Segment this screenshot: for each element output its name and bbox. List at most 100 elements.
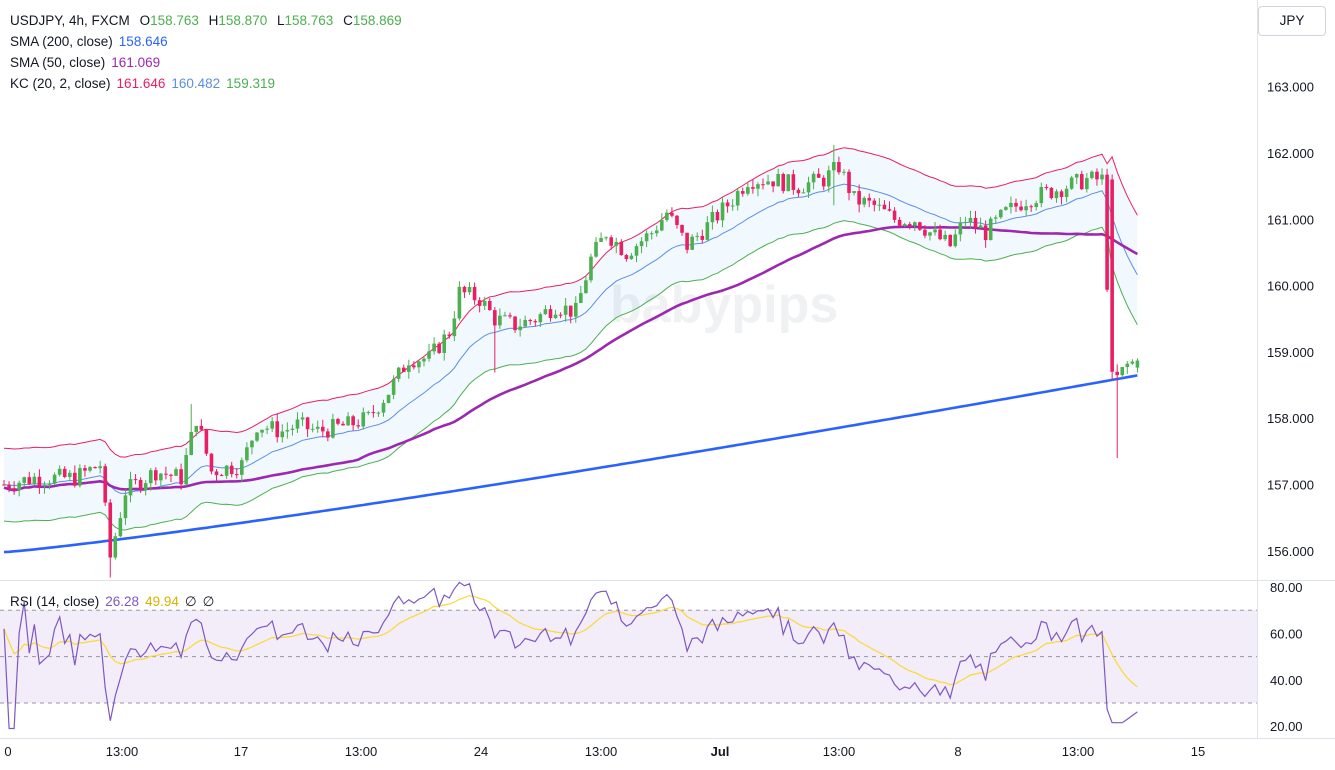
candle <box>229 461 234 478</box>
candle <box>1069 175 1074 190</box>
high-value: 158.870 <box>218 13 268 28</box>
candle-body <box>700 235 705 240</box>
candle <box>1090 170 1094 180</box>
candle <box>584 275 588 294</box>
candle <box>462 285 467 298</box>
candle <box>346 412 350 426</box>
sma50-legend[interactable]: SMA (50, close) 161.069 <box>10 52 166 73</box>
candle <box>1044 184 1049 191</box>
candle-body <box>88 467 92 471</box>
candle-body <box>240 460 244 475</box>
candle <box>42 481 47 494</box>
rsi-legend[interactable]: RSI (14, close) 26.28 49.94 ∅ ∅ <box>10 591 220 612</box>
candle-body <box>756 184 760 189</box>
rsi-line <box>3 581 1138 730</box>
candle-body <box>857 191 861 205</box>
candle-body <box>897 219 902 226</box>
candle-body <box>892 210 897 220</box>
price-tick-label: 157.000 <box>1267 478 1314 493</box>
candle <box>685 232 689 254</box>
candle-body <box>988 218 993 241</box>
candle <box>725 199 730 213</box>
candle <box>427 343 431 362</box>
candle-body <box>78 468 82 486</box>
candle-body <box>644 233 649 242</box>
candle-body <box>913 222 917 226</box>
candle <box>786 174 791 192</box>
candle-body <box>1079 174 1084 190</box>
candle <box>255 432 259 443</box>
candle <box>1024 199 1028 216</box>
candle <box>214 469 219 482</box>
candle <box>407 359 411 379</box>
candle <box>148 468 153 491</box>
price-tick-label: 159.000 <box>1267 345 1314 360</box>
candle <box>487 297 492 311</box>
candle <box>614 237 619 254</box>
candle <box>143 480 148 496</box>
candle-body <box>467 286 472 293</box>
candle-body <box>796 189 801 194</box>
candle-body <box>407 365 411 372</box>
candle-body <box>867 197 872 201</box>
sma200-line <box>3 374 1138 554</box>
candle <box>746 182 750 196</box>
candle-body <box>665 212 669 221</box>
candle-body <box>594 241 598 257</box>
candle-body <box>983 225 988 241</box>
candle-body <box>401 367 406 372</box>
candle-body <box>1069 177 1074 189</box>
candle <box>553 309 558 319</box>
candle <box>103 463 107 507</box>
candle <box>573 296 578 323</box>
candle <box>913 221 917 231</box>
candle-body <box>194 425 199 432</box>
time-tick-label: 17 <box>234 744 248 759</box>
candle-body <box>396 367 401 379</box>
candle-body <box>735 191 740 206</box>
candle <box>240 457 244 483</box>
candle <box>447 331 452 339</box>
candle-body <box>229 465 234 475</box>
candle <box>83 464 87 477</box>
candle-body <box>953 234 958 247</box>
candle <box>665 209 669 222</box>
candle-body <box>1095 171 1099 180</box>
candle <box>1085 172 1089 193</box>
candle-body <box>2 484 6 486</box>
candle <box>1074 173 1079 185</box>
candle <box>639 237 644 254</box>
kc-legend[interactable]: KC (20, 2, close) 161.646 160.482 159.319 <box>10 73 281 94</box>
price-tick-label: 156.000 <box>1267 544 1314 559</box>
candle <box>477 297 482 313</box>
candle <box>123 489 128 525</box>
candle <box>1009 196 1013 214</box>
candle <box>118 512 123 538</box>
candle <box>634 243 639 263</box>
candle-body <box>573 302 578 317</box>
candle <box>270 417 274 432</box>
candle-body <box>184 455 188 485</box>
candle <box>609 235 613 250</box>
rsi-band <box>0 610 1257 703</box>
candle <box>948 234 953 248</box>
currency-button[interactable]: JPY <box>1258 6 1326 36</box>
candle <box>781 172 786 194</box>
sma50-line <box>3 225 1139 492</box>
kc-upper-value: 161.646 <box>116 76 166 91</box>
candle <box>533 319 538 327</box>
candle-body <box>503 315 507 317</box>
candle <box>842 169 846 176</box>
candle <box>968 210 973 228</box>
candle <box>594 237 598 258</box>
candle <box>396 366 401 383</box>
candle-body <box>138 479 143 491</box>
candle-body <box>751 187 755 189</box>
candle <box>73 465 77 488</box>
candle-body <box>7 484 11 489</box>
candle <box>832 144 836 206</box>
candle <box>67 470 72 480</box>
sma200-legend[interactable]: SMA (200, close) 158.646 <box>10 31 174 52</box>
candle <box>604 236 608 241</box>
